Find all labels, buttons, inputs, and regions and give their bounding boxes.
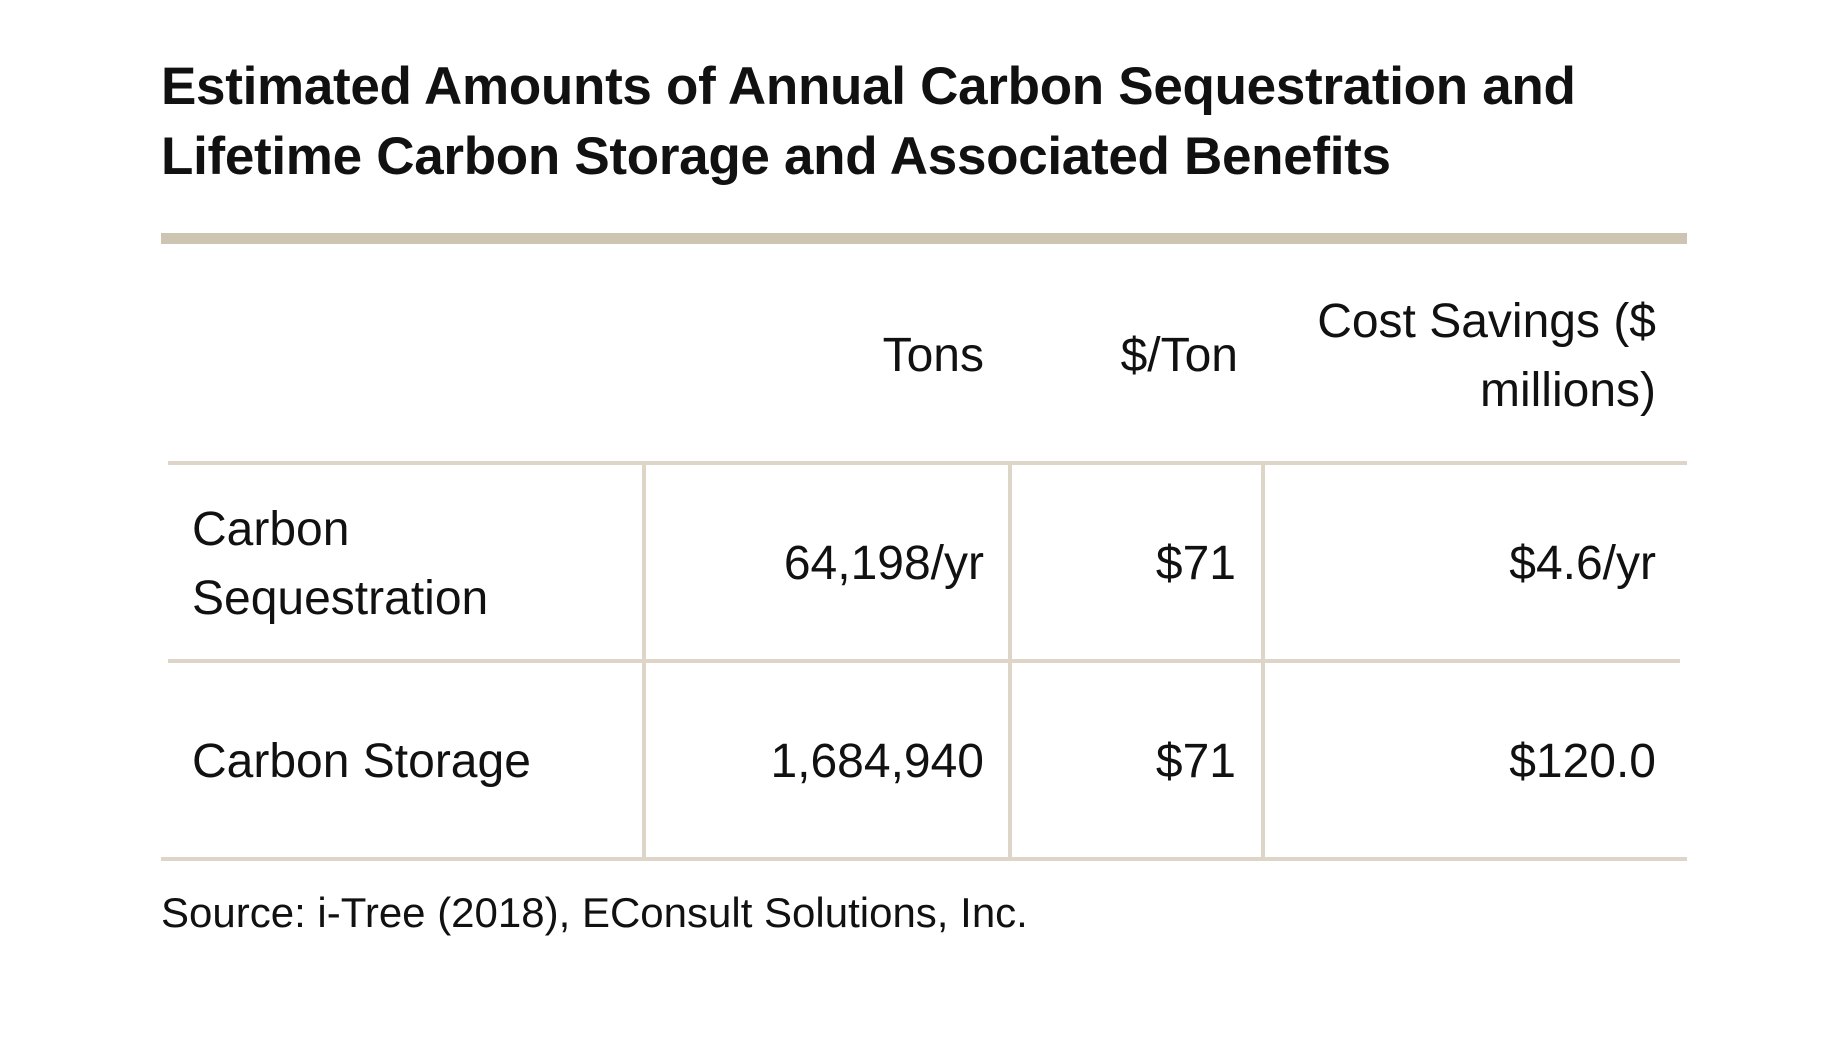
header-cost-line2: millions) <box>1479 364 1656 417</box>
row-label-line1: Carbon <box>192 503 350 556</box>
column-divider-2 <box>1008 465 1012 857</box>
column-divider-1 <box>642 465 646 857</box>
row-label-line2: Sequestration <box>192 572 489 625</box>
header-cost-line1: Cost Savings ($ <box>1317 295 1656 348</box>
title-rule <box>161 233 1687 244</box>
table-title: Estimated Amounts of Annual Carbon Seque… <box>161 57 1576 186</box>
cell-per-ton: $71 <box>1155 735 1236 788</box>
row-label: Carbon Storage <box>192 735 531 788</box>
header-per-ton: $/Ton <box>1120 329 1238 382</box>
cell-tons: 1,684,940 <box>770 735 984 788</box>
header-tons: Tons <box>882 329 984 382</box>
cell-cost: $4.6/yr <box>1509 537 1656 590</box>
cell-cost: $120.0 <box>1509 735 1656 788</box>
row-divider <box>168 659 1680 663</box>
bottom-rule <box>161 857 1687 861</box>
column-divider-3 <box>1261 465 1265 857</box>
source-note: Source: i-Tree (2018), EConsult Solution… <box>161 889 1028 936</box>
cell-tons: 64,198/yr <box>783 537 984 590</box>
cell-per-ton: $71 <box>1155 537 1236 590</box>
header-rule <box>168 461 1687 465</box>
